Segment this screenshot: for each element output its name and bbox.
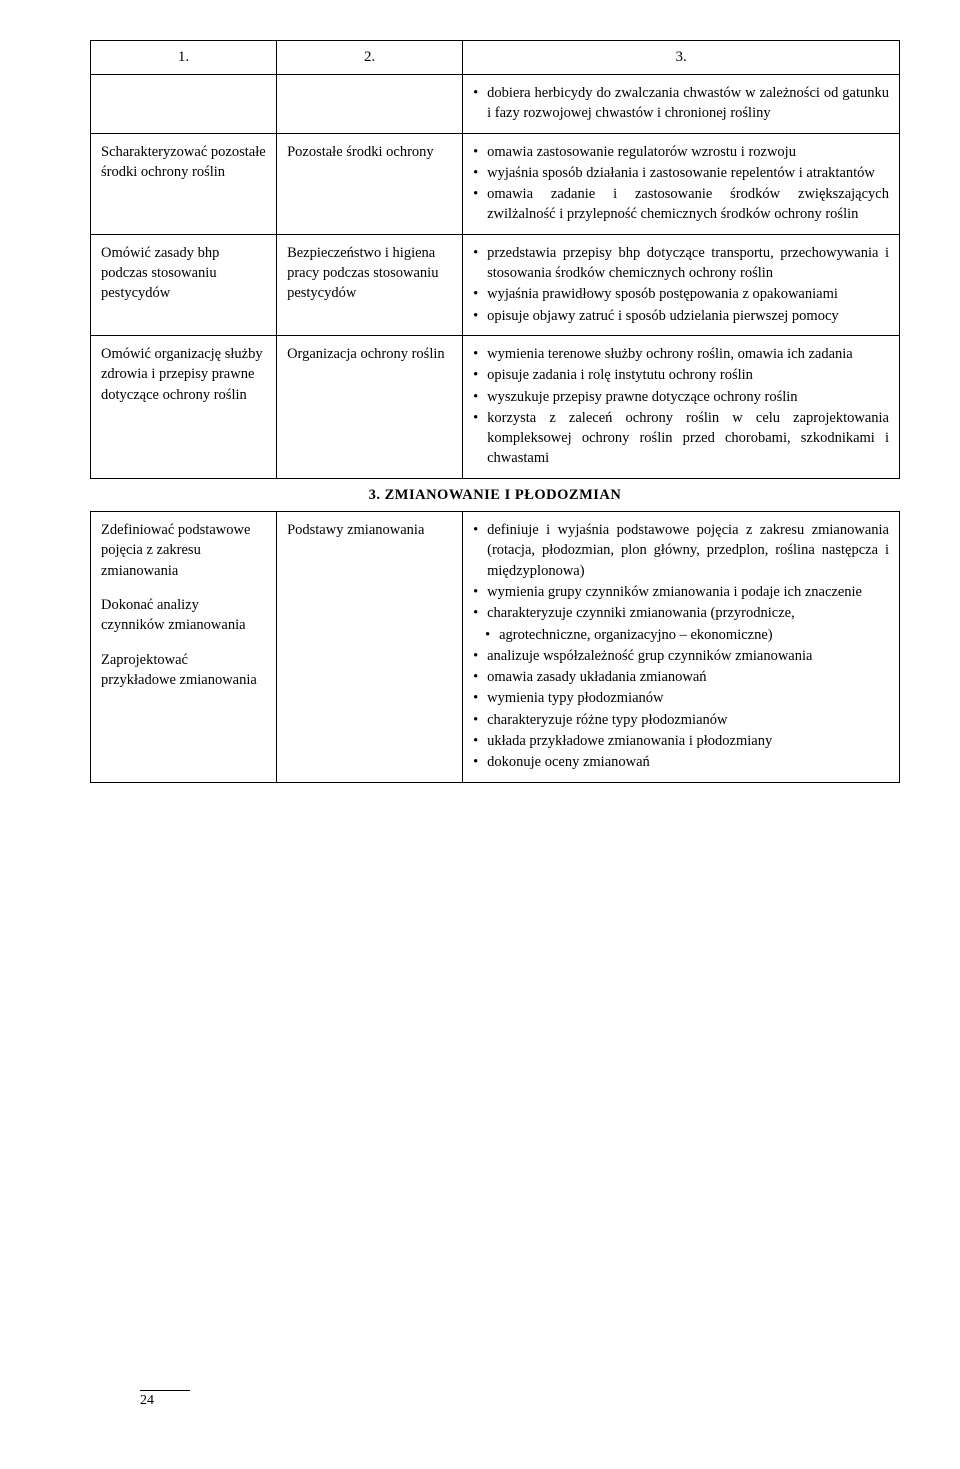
section-title: 3. ZMIANOWANIE I PŁODOZMIAN [91,478,900,511]
table-row: dobiera herbicydy do zwalczania chwastów… [91,75,900,134]
bullet-item: analizuje współzależność grup czynników … [473,646,889,666]
cell-c1: Omówić organizację służby zdrowia i prze… [91,335,277,478]
section-row: 3. ZMIANOWANIE I PŁODOZMIAN [91,478,900,511]
bullet-item: charakteryzuje różne typy płodozmianów [473,710,889,730]
bullet-item: wyjaśnia prawidłowy sposób postępowania … [473,284,889,304]
page-number: 24 [140,1390,190,1409]
cell-c1 [91,75,277,134]
objective-text: Zdefiniować podstawowe pojęcia z zakresu… [101,520,266,581]
page: 1. 2. 3. dobiera herbicydy do zwalczania… [90,40,900,1429]
cell-c2: Bezpieczeństwo i higiena pracy podczas s… [277,234,463,335]
cell-c3: przedstawia przepisy bhp dotyczące trans… [463,234,900,335]
bullet-item: wyszukuje przepisy prawne dotyczące ochr… [473,387,889,407]
cell-c2: Organizacja ochrony roślin [277,335,463,478]
cell-c3: omawia zastosowanie regulatorów wzrostu … [463,133,900,234]
cell-c3: dobiera herbicydy do zwalczania chwastów… [463,75,900,134]
cell-c2: Podstawy zmianowania [277,512,463,783]
bullet-item: wymienia grupy czynników zmianowania i p… [473,582,889,602]
bullet-item: agrotechniczne, organizacyjno – ekonomic… [473,625,889,645]
table-row: Omówić zasady bhp podczas stosowaniu pes… [91,234,900,335]
cell-c2: Pozostałe środki ochrony [277,133,463,234]
bullet-item: dokonuje oceny zmianowań [473,752,889,772]
bullet-item: wyjaśnia sposób działania i zastosowanie… [473,163,889,183]
header-col-1: 1. [91,41,277,75]
header-col-3: 3. [463,41,900,75]
cell-c2 [277,75,463,134]
table-row: Zdefiniować podstawowe pojęcia z zakresu… [91,512,900,783]
table-row: Scharakteryzować pozostałe środki ochron… [91,133,900,234]
cell-c1: Zdefiniować podstawowe pojęcia z zakresu… [91,512,277,783]
cell-c1: Omówić zasady bhp podczas stosowaniu pes… [91,234,277,335]
cell-c3: wymienia terenowe służby ochrony roślin,… [463,335,900,478]
bullet-item: opisuje zadania i rolę instytutu ochrony… [473,365,889,385]
objective-text: Zaprojektować przykładowe zmianowania [101,650,266,691]
bullet-item: omawia zasady układania zmianowań [473,667,889,687]
bullet-item: omawia zadanie i zastosowanie środków zw… [473,184,889,225]
cell-c3: definiuje i wyjaśnia podstawowe pojęcia … [463,512,900,783]
bullet-item: definiuje i wyjaśnia podstawowe pojęcia … [473,520,889,581]
bullet-item: wymienia typy płodozmianów [473,688,889,708]
bullet-item: przedstawia przepisy bhp dotyczące trans… [473,243,889,284]
bullet-item: charakteryzuje czynniki zmianowania (prz… [473,603,889,623]
bullet-item: dobiera herbicydy do zwalczania chwastów… [473,83,889,124]
bullet-item: korzysta z zaleceń ochrony roślin w celu… [473,408,889,469]
cell-c1: Scharakteryzować pozostałe środki ochron… [91,133,277,234]
bullet-item: wymienia terenowe służby ochrony roślin,… [473,344,889,364]
header-col-2: 2. [277,41,463,75]
content-table: 1. 2. 3. dobiera herbicydy do zwalczania… [90,40,900,783]
bullet-item: opisuje objawy zatruć i sposób udzielani… [473,306,889,326]
bullet-item: układa przykładowe zmianowania i płodozm… [473,731,889,751]
bullet-item: omawia zastosowanie regulatorów wzrostu … [473,142,889,162]
table-row: Omówić organizację służby zdrowia i prze… [91,335,900,478]
objective-text: Dokonać analizy czynników zmianowania [101,595,266,636]
table-header-row: 1. 2. 3. [91,41,900,75]
